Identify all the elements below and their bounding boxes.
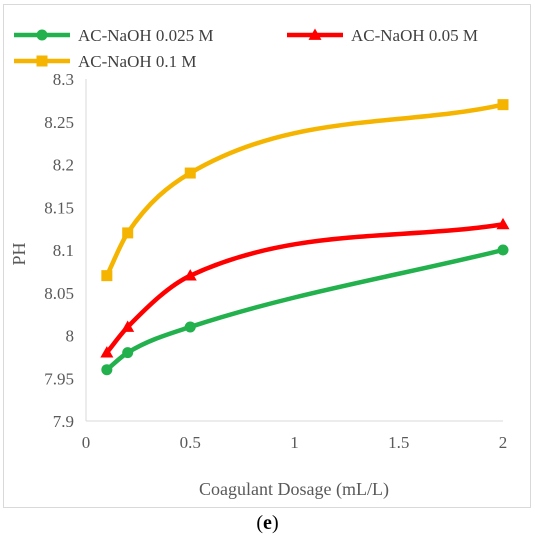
y-tick-label: 8.1 (53, 241, 74, 260)
legend-marker (308, 28, 322, 40)
y-tick-label: 8.25 (44, 113, 74, 132)
y-tick-label: 8.05 (44, 284, 74, 303)
x-axis-title: Coagulant Dosage (mL/L) (199, 479, 389, 500)
series-2 (100, 217, 510, 358)
y-tick-label: 8 (66, 327, 75, 346)
legend-marker (36, 55, 48, 67)
x-tick-label: 0.5 (180, 433, 201, 452)
panel-label-open: ( (256, 512, 264, 534)
legend-label: AC-NaOH 0.025 M (78, 26, 214, 45)
data-point (184, 321, 196, 333)
x-tick-label: 1 (290, 433, 299, 452)
y-tick-label: 8.3 (53, 70, 74, 89)
y-tick-label: 8.2 (53, 156, 74, 175)
data-point (184, 167, 196, 179)
legend-item: AC-NaOH 0.1 M (14, 52, 197, 71)
x-tick-label: 1.5 (388, 433, 409, 452)
y-tick-label: 8.15 (44, 198, 74, 217)
data-point (101, 364, 113, 376)
series-1 (101, 244, 509, 376)
panel-label-close: ) (271, 512, 279, 534)
series-layer (100, 99, 510, 376)
data-point (122, 227, 134, 239)
legend-label: AC-NaOH 0.1 M (78, 52, 197, 71)
chart-frame: AC-NaOH 0.025 M AC-NaOH 0.05 M AC-NaOH 0.1… (3, 4, 531, 508)
legend: AC-NaOH 0.025 M AC-NaOH 0.05 M AC-NaOH 0.1… (14, 26, 478, 71)
x-tick-labels: 0 0.5 1 1.5 2 (82, 433, 508, 452)
legend-item: AC-NaOH 0.025 M (14, 26, 214, 45)
data-point (496, 217, 510, 230)
axes (85, 79, 503, 422)
y-tick-labels: 7.9 7.95 8 8.05 8.1 8.15 8.2 8.25 8.3 (44, 70, 74, 431)
data-point (183, 269, 197, 281)
panel-label: (e) (0, 512, 535, 535)
data-point (100, 346, 114, 358)
x-tick-label: 0 (82, 433, 91, 452)
series-line (104, 247, 506, 372)
data-point (121, 320, 135, 332)
series-3 (101, 99, 509, 282)
x-tick-label: 2 (499, 433, 508, 452)
y-axis-title: PH (9, 242, 29, 265)
data-point (101, 270, 113, 282)
y-tick-label: 7.95 (44, 369, 74, 388)
data-point (122, 347, 134, 359)
data-point (497, 99, 509, 111)
data-point (497, 244, 509, 256)
panel-label-letter: e (263, 512, 272, 534)
series-line (104, 102, 506, 278)
legend-marker (36, 29, 48, 41)
y-tick-label: 7.9 (53, 412, 74, 431)
legend-item: AC-NaOH 0.05 M (287, 26, 478, 45)
legend-label: AC-NaOH 0.05 M (351, 26, 478, 45)
chart-svg: AC-NaOH 0.025 M AC-NaOH 0.05 M AC-NaOH 0.1… (9, 26, 510, 500)
